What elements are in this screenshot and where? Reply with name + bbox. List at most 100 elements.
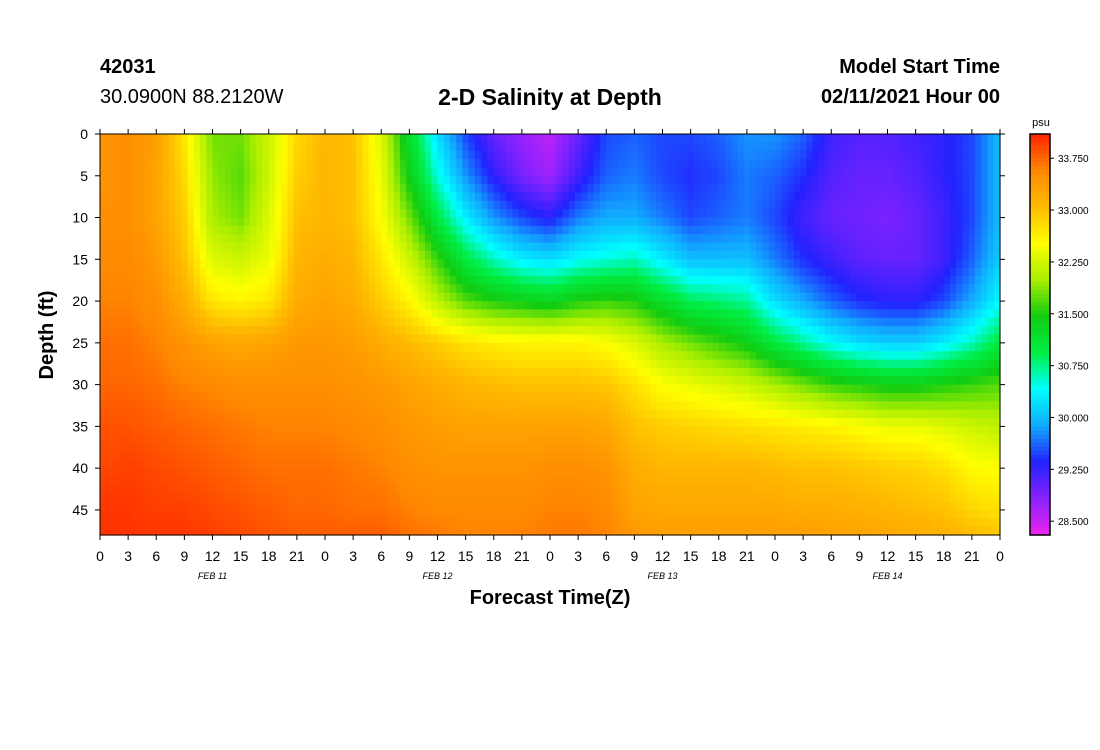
heatmap-cell	[662, 326, 670, 336]
heatmap-cell	[362, 326, 370, 336]
heatmap-cell	[118, 451, 126, 461]
heatmap-cell	[650, 267, 657, 277]
heatmap-cell	[100, 192, 107, 202]
heatmap-cell	[618, 184, 626, 194]
heatmap-cell	[225, 167, 232, 177]
heatmap-cell	[462, 392, 470, 402]
heatmap-cell	[293, 426, 301, 436]
heatmap-cell	[600, 443, 607, 453]
heatmap-cell	[731, 250, 739, 260]
heatmap-cell	[356, 292, 364, 302]
heatmap-cell	[406, 267, 414, 277]
heatmap-cell	[512, 418, 520, 427]
heatmap-cell	[418, 426, 426, 436]
heatmap-cell	[481, 443, 489, 453]
heatmap-cell	[650, 334, 657, 344]
heatmap-cell	[518, 518, 526, 528]
heatmap-cell	[418, 518, 426, 528]
heatmap-cell	[425, 443, 432, 453]
heatmap-cell	[243, 276, 251, 285]
heatmap-cell	[475, 351, 482, 361]
heatmap-cell	[731, 309, 739, 319]
heatmap-cell	[693, 301, 701, 311]
heatmap-cell	[118, 276, 126, 285]
heatmap-cell	[437, 250, 445, 260]
heatmap-cell	[156, 418, 164, 427]
heatmap-cell	[162, 225, 170, 235]
heatmap-cell	[306, 493, 314, 503]
heatmap-cell	[575, 334, 582, 344]
heatmap-cell	[206, 518, 214, 528]
heatmap-cell	[143, 501, 151, 511]
heatmap-cell	[525, 267, 532, 277]
heatmap-cell	[443, 234, 451, 244]
heatmap-cell	[581, 518, 589, 528]
heatmap-cell	[200, 309, 207, 319]
heatmap-cell	[606, 209, 614, 219]
heatmap-cell	[400, 225, 407, 235]
heatmap-cell	[206, 234, 214, 244]
heatmap-cell	[312, 142, 320, 152]
heatmap-cell	[431, 200, 439, 210]
heatmap-cell	[656, 175, 664, 185]
heatmap-cell	[631, 250, 639, 260]
heatmap-cell	[381, 326, 389, 336]
heatmap-cell	[493, 451, 501, 461]
heatmap-cell	[737, 443, 745, 453]
heatmap-cell	[462, 367, 470, 377]
heatmap-cell	[737, 217, 745, 227]
heatmap-cell	[706, 401, 714, 411]
heatmap-cell	[450, 409, 457, 419]
heatmap-cell	[506, 250, 514, 260]
heatmap-cell	[487, 526, 495, 536]
heatmap-cell	[587, 209, 595, 219]
heatmap-cell	[281, 175, 289, 185]
heatmap-cell	[106, 317, 114, 327]
heatmap-cell	[325, 342, 332, 352]
heatmap-cell	[368, 175, 376, 185]
heatmap-cell	[137, 200, 145, 210]
heatmap-cell	[587, 443, 595, 453]
heatmap-cell	[381, 443, 389, 453]
heatmap-cell	[250, 367, 257, 377]
heatmap-cell	[400, 134, 407, 143]
heatmap-cell	[393, 501, 401, 511]
heatmap-cell	[118, 250, 126, 260]
salinity-heatmap	[100, 134, 1001, 536]
heatmap-cell	[431, 159, 439, 169]
heatmap-cell	[737, 493, 745, 503]
heatmap-cell	[700, 276, 707, 285]
heatmap-cell	[587, 317, 595, 327]
heatmap-cell	[550, 518, 557, 528]
heatmap-cell	[625, 401, 632, 411]
heatmap-cell	[731, 476, 739, 486]
heatmap-cell	[718, 326, 726, 336]
heatmap-cell	[318, 392, 326, 402]
heatmap-cell	[643, 334, 651, 344]
heatmap-cell	[618, 443, 626, 453]
heatmap-cell	[343, 359, 351, 369]
heatmap-cell	[200, 301, 207, 311]
heatmap-cell	[656, 501, 664, 511]
heatmap-cell	[712, 242, 720, 252]
heatmap-cell	[112, 476, 120, 486]
heatmap-cell	[268, 518, 276, 528]
heatmap-cell	[100, 317, 107, 327]
heatmap-cell	[356, 392, 364, 402]
heatmap-cell	[718, 192, 726, 202]
heatmap-cell	[400, 150, 407, 160]
heatmap-cell	[593, 392, 601, 402]
heatmap-cell	[700, 451, 707, 461]
heatmap-cell	[506, 292, 514, 302]
heatmap-cell	[462, 518, 470, 528]
heatmap-cell	[243, 376, 251, 386]
heatmap-cell	[143, 225, 151, 235]
heatmap-cell	[600, 367, 607, 377]
heatmap-cell	[400, 342, 407, 352]
heatmap-cell	[106, 200, 114, 210]
heatmap-cell	[306, 184, 314, 194]
heatmap-cell	[687, 426, 695, 436]
heatmap-cell	[281, 167, 289, 177]
heatmap-cell	[306, 418, 314, 427]
heatmap-cell	[437, 267, 445, 277]
